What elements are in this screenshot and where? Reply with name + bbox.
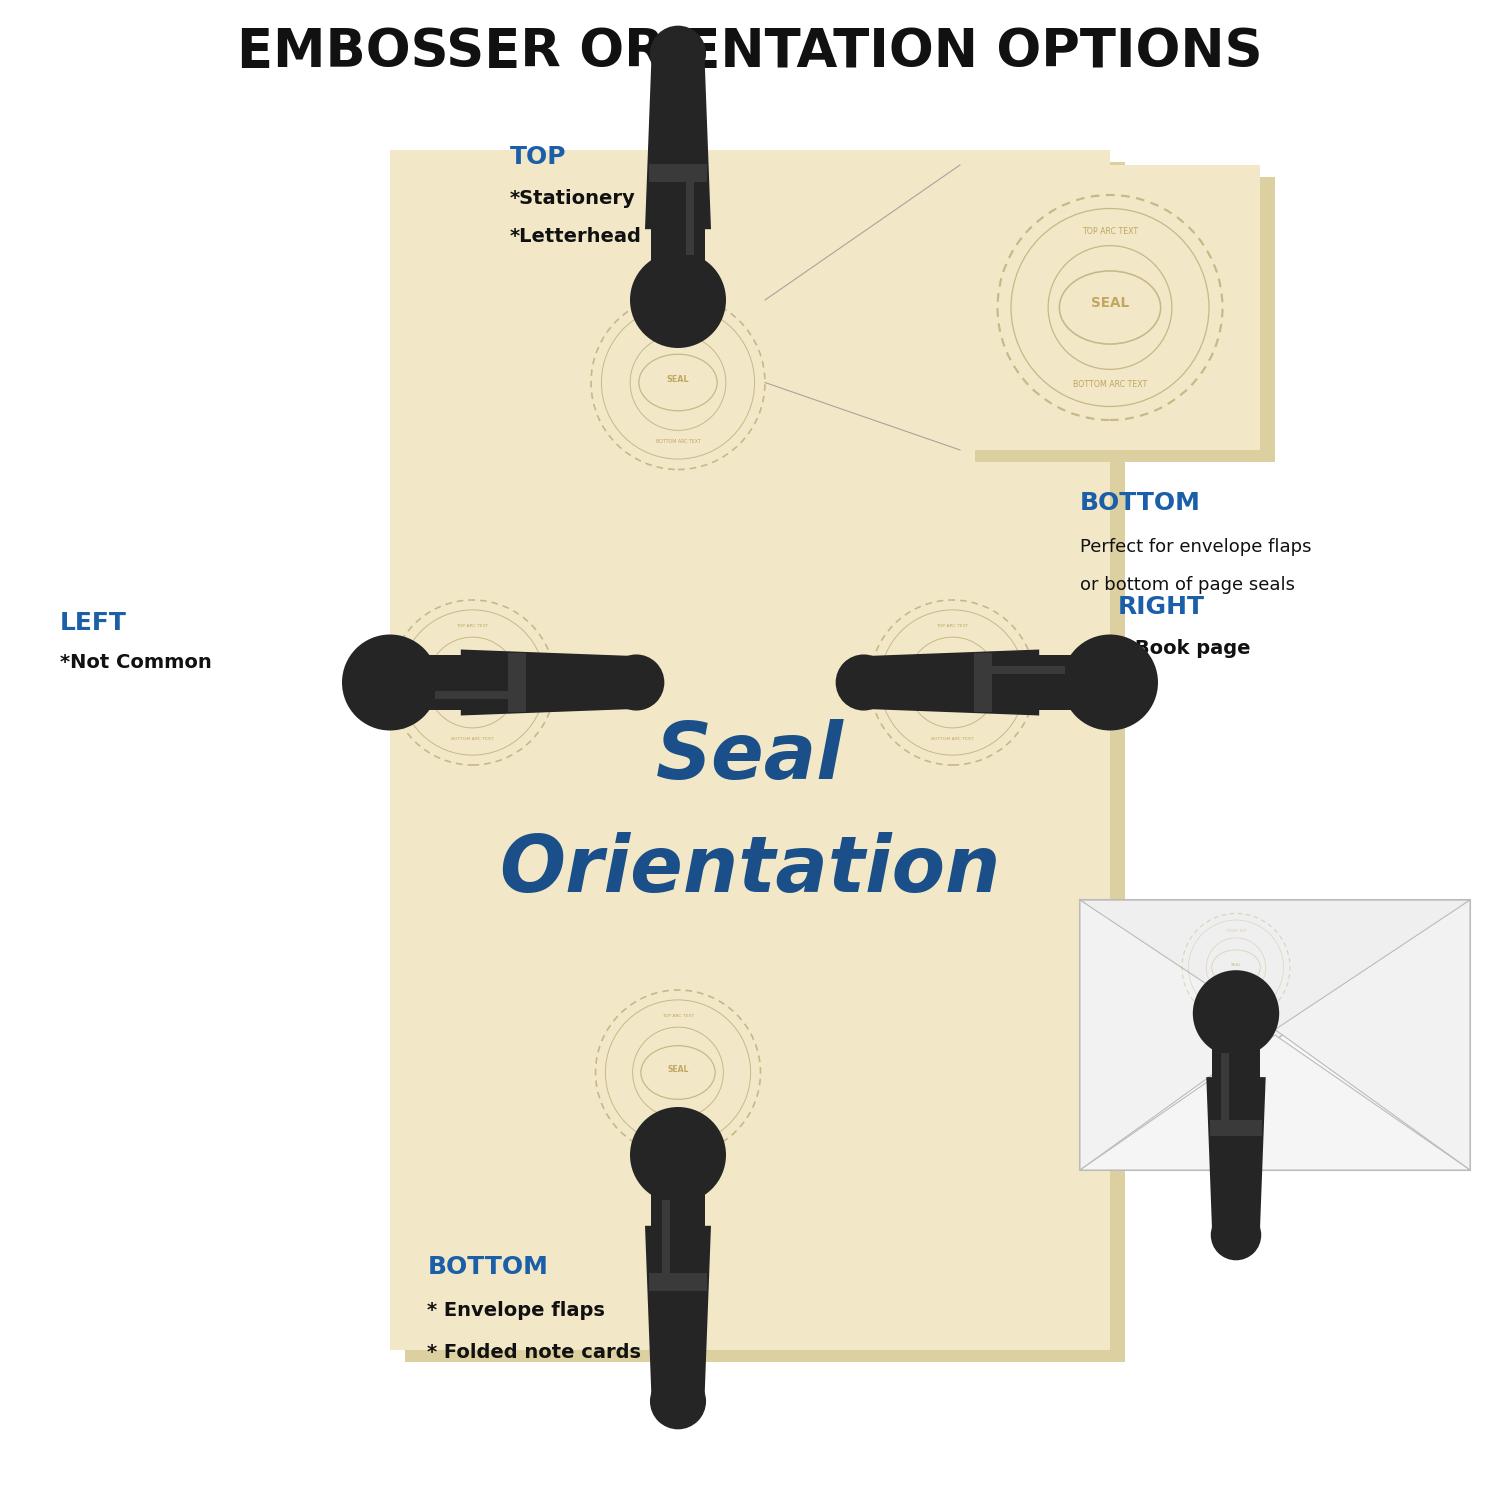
Circle shape <box>836 654 891 711</box>
Polygon shape <box>1080 900 1470 1041</box>
Text: TOP ARC TEXT: TOP ARC TEXT <box>936 624 969 628</box>
Polygon shape <box>648 164 708 182</box>
Polygon shape <box>864 650 1040 716</box>
Polygon shape <box>686 182 694 255</box>
Polygon shape <box>1275 900 1470 1170</box>
Circle shape <box>609 654 664 711</box>
Polygon shape <box>435 690 508 699</box>
Polygon shape <box>1212 1040 1260 1134</box>
Polygon shape <box>651 166 705 272</box>
Text: BOTTOM ARC TEXT: BOTTOM ARC TEXT <box>932 736 974 741</box>
Text: SEAL: SEAL <box>1230 963 1242 968</box>
Text: * Folded note cards: * Folded note cards <box>427 1344 642 1362</box>
FancyBboxPatch shape <box>390 150 1110 1350</box>
Text: *Not Common: *Not Common <box>60 654 211 672</box>
FancyBboxPatch shape <box>1080 900 1470 1170</box>
Text: TOP: TOP <box>510 146 567 170</box>
Text: BOTTOM ARC TEXT: BOTTOM ARC TEXT <box>1072 380 1148 388</box>
Polygon shape <box>662 1200 670 1274</box>
Text: * Envelope flaps: * Envelope flaps <box>427 1302 606 1320</box>
Polygon shape <box>1206 1077 1266 1234</box>
Text: SEAL: SEAL <box>462 675 483 684</box>
Circle shape <box>630 1107 726 1203</box>
Text: EMBOSSER ORIENTATION OPTIONS: EMBOSSER ORIENTATION OPTIONS <box>237 27 1263 78</box>
Text: Perfect for envelope flaps: Perfect for envelope flaps <box>1080 538 1311 556</box>
Polygon shape <box>645 54 711 230</box>
Circle shape <box>630 252 726 348</box>
Circle shape <box>650 1374 706 1430</box>
Polygon shape <box>974 652 992 712</box>
Text: SEAL: SEAL <box>1090 296 1130 310</box>
Text: RIGHT: RIGHT <box>1118 596 1204 619</box>
Polygon shape <box>460 650 636 716</box>
Text: LEFT: LEFT <box>60 610 128 634</box>
Text: SEAL: SEAL <box>668 1065 688 1074</box>
Polygon shape <box>1221 1053 1228 1119</box>
Text: BOTTOM: BOTTOM <box>1080 490 1202 514</box>
Text: TOP ARC TEXT: TOP ARC TEXT <box>662 1014 694 1019</box>
Text: * Book page: * Book page <box>1118 639 1250 657</box>
Text: or bottom of page seals: or bottom of page seals <box>1080 576 1294 594</box>
Text: SEAL: SEAL <box>666 375 690 384</box>
Polygon shape <box>992 666 1065 675</box>
Polygon shape <box>1080 1035 1470 1170</box>
Text: TOP ARC TEXT: TOP ARC TEXT <box>662 321 694 326</box>
Circle shape <box>1062 634 1158 730</box>
Text: BOTTOM ARC TEXT: BOTTOM ARC TEXT <box>656 440 700 444</box>
Text: *Letterhead: *Letterhead <box>510 228 642 246</box>
Text: BOTTOM: BOTTOM <box>427 1256 549 1280</box>
Circle shape <box>1192 970 1280 1056</box>
Polygon shape <box>419 656 524 710</box>
Text: TOP ARC TEXT: TOP ARC TEXT <box>456 624 489 628</box>
Circle shape <box>1210 1210 1261 1260</box>
Polygon shape <box>648 1274 708 1292</box>
FancyBboxPatch shape <box>405 162 1125 1362</box>
Text: TOP ARC TEXT: TOP ARC TEXT <box>1082 226 1138 236</box>
Text: BOTTOM ARC TEXT: BOTTOM ARC TEXT <box>452 736 494 741</box>
Polygon shape <box>1209 1119 1263 1136</box>
Polygon shape <box>509 652 526 712</box>
Text: Orientation: Orientation <box>500 833 1000 908</box>
Polygon shape <box>1080 900 1275 1170</box>
Circle shape <box>342 634 438 730</box>
Text: BOTTOM ARC TEXT: BOTTOM ARC TEXT <box>657 1126 699 1131</box>
Polygon shape <box>651 1184 705 1288</box>
Circle shape <box>650 26 706 81</box>
FancyBboxPatch shape <box>960 165 1260 450</box>
Text: TOP ARC TEXT: TOP ARC TEXT <box>1226 928 1246 933</box>
Text: Seal: Seal <box>656 720 844 795</box>
Text: *Stationery: *Stationery <box>510 189 636 207</box>
FancyBboxPatch shape <box>975 177 1275 462</box>
Polygon shape <box>645 1226 711 1401</box>
Text: BOTTOM ARC TEXT: BOTTOM ARC TEXT <box>1222 1002 1250 1007</box>
Text: SEAL: SEAL <box>942 675 963 684</box>
Polygon shape <box>976 656 1082 710</box>
